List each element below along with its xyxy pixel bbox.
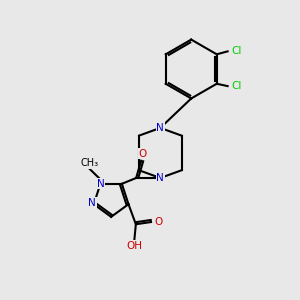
Text: N: N: [156, 123, 164, 133]
Text: Cl: Cl: [231, 81, 242, 91]
Text: O: O: [154, 217, 163, 227]
Text: OH: OH: [126, 241, 142, 251]
Text: N: N: [88, 198, 96, 208]
Text: N: N: [97, 179, 104, 189]
Text: CH₃: CH₃: [80, 158, 98, 168]
Text: O: O: [139, 149, 147, 159]
Text: Cl: Cl: [231, 46, 242, 56]
Text: N: N: [156, 173, 164, 183]
